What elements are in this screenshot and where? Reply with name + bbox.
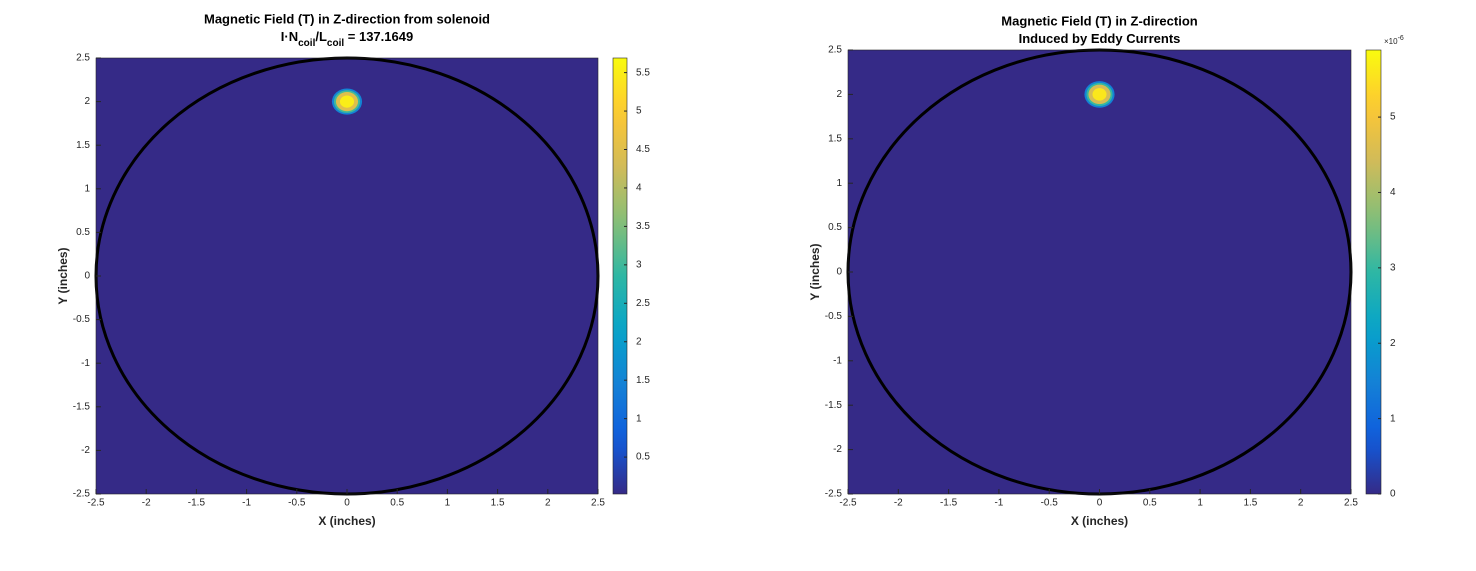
y-tick-label: 2 xyxy=(84,96,90,107)
y-tick-label: 1.5 xyxy=(828,133,842,144)
colorbar-tick-label: 1.5 xyxy=(636,375,650,386)
chart-title: Magnetic Field (T) in Z-direction xyxy=(1001,13,1198,28)
chart-subtitle: I·Ncoil/Lcoil = 137.1649 xyxy=(281,29,413,49)
y-tick-label: -2 xyxy=(81,445,90,456)
y-tick-label: -1.5 xyxy=(73,401,91,412)
y-tick-label: 1 xyxy=(84,183,90,194)
x-tick-label: 1.5 xyxy=(1243,498,1257,509)
y-tick-label: -1 xyxy=(81,358,90,369)
colorbar-tick-label: 1 xyxy=(1390,413,1396,424)
y-tick-label: -1 xyxy=(833,355,842,366)
y-tick-label: -2.5 xyxy=(73,489,91,500)
x-tick-label: -1.5 xyxy=(188,498,206,509)
subtitle-part: I·N xyxy=(281,29,298,44)
x-tick-label: 1 xyxy=(1197,498,1203,509)
x-tick-label: 2.5 xyxy=(1344,498,1358,509)
exponent-part: ×10 xyxy=(1384,37,1398,46)
colorbar-tick-label: 2.5 xyxy=(636,298,650,309)
colorbar-tick-label: 4 xyxy=(1390,187,1396,198)
x-axis-label: X (inches) xyxy=(1071,514,1128,528)
colorbar-tick-label: 5.5 xyxy=(636,67,650,78)
colorbar-tick-label: 3 xyxy=(636,259,642,270)
colorbar-tick-label: 5 xyxy=(636,106,642,117)
y-tick-label: 0 xyxy=(84,271,90,282)
y-tick-label: 2 xyxy=(836,89,842,100)
x-tick-label: 1.5 xyxy=(491,498,505,509)
x-tick-label: 0.5 xyxy=(390,498,404,509)
y-tick-label: 2.5 xyxy=(828,45,842,56)
exponent-part: -6 xyxy=(1398,35,1404,42)
colorbar-tick-label: 3 xyxy=(1390,262,1396,273)
y-tick-label: 0.5 xyxy=(76,227,90,238)
y-tick-label: 0.5 xyxy=(828,222,842,233)
y-tick-label: -2.5 xyxy=(825,489,843,500)
x-tick-label: 0 xyxy=(1097,498,1103,509)
x-tick-label: 2.5 xyxy=(591,498,605,509)
x-tick-label: -1.5 xyxy=(940,498,958,509)
x-tick-label: 0 xyxy=(344,498,350,509)
y-tick-label: 0 xyxy=(836,267,842,278)
field-contour xyxy=(339,95,355,108)
x-tick-label: -2 xyxy=(894,498,903,509)
x-tick-label: -2.5 xyxy=(839,498,857,509)
colorbar-tick-label: 3.5 xyxy=(636,221,650,232)
field-background xyxy=(848,50,1351,494)
colorbar-tick-label: 0.5 xyxy=(636,452,650,463)
y-tick-label: -2 xyxy=(833,444,842,455)
x-tick-label: -2.5 xyxy=(87,498,105,509)
x-tick-label: 0.5 xyxy=(1143,498,1157,509)
x-tick-label: 2 xyxy=(545,498,551,509)
colorbar-tick-label: 1 xyxy=(636,413,642,424)
x-axis-label: X (inches) xyxy=(318,514,375,528)
colorbar-tick-label: 2 xyxy=(636,336,642,347)
colorbar-tick-label: 0 xyxy=(1390,489,1396,500)
subtitle-part: coil xyxy=(327,38,344,49)
colorbar xyxy=(612,57,628,495)
y-tick-label: -0.5 xyxy=(825,311,843,322)
y-axis-label: Y (inches) xyxy=(56,247,70,304)
y-tick-label: -1.5 xyxy=(825,400,843,411)
colorbar-tick-label: 4.5 xyxy=(636,144,650,155)
colorbar-tick-label: 5 xyxy=(1390,112,1396,123)
y-tick-label: 2.5 xyxy=(76,53,90,64)
colorbar-tick-label: 4 xyxy=(636,183,642,194)
field-contour xyxy=(1092,88,1107,101)
y-tick-label: 1 xyxy=(836,178,842,189)
y-tick-label: -0.5 xyxy=(73,314,91,325)
x-tick-label: -1 xyxy=(242,498,251,509)
subtitle-part: /L xyxy=(315,29,327,44)
colorbar-tick-label: 2 xyxy=(1390,338,1396,349)
chart-title: Magnetic Field (T) in Z-direction from s… xyxy=(204,11,490,26)
y-axis-label: Y (inches) xyxy=(808,243,822,300)
x-tick-label: -2 xyxy=(142,498,151,509)
chart-subtitle: Induced by Eddy Currents xyxy=(1019,31,1181,46)
x-tick-label: -0.5 xyxy=(288,498,306,509)
y-tick-label: 1.5 xyxy=(76,140,90,151)
subtitle-part: = 137.1649 xyxy=(344,29,413,44)
subtitle-part: coil xyxy=(298,38,315,49)
x-tick-label: 2 xyxy=(1298,498,1304,509)
colorbar-exponent: ×10-6 xyxy=(1384,35,1404,46)
field-background xyxy=(96,58,598,494)
subtitle-part: Induced by Eddy Currents xyxy=(1019,31,1181,46)
x-tick-label: 1 xyxy=(445,498,451,509)
x-tick-label: -1 xyxy=(994,498,1003,509)
x-tick-label: -0.5 xyxy=(1041,498,1059,509)
colorbar xyxy=(1365,49,1382,495)
